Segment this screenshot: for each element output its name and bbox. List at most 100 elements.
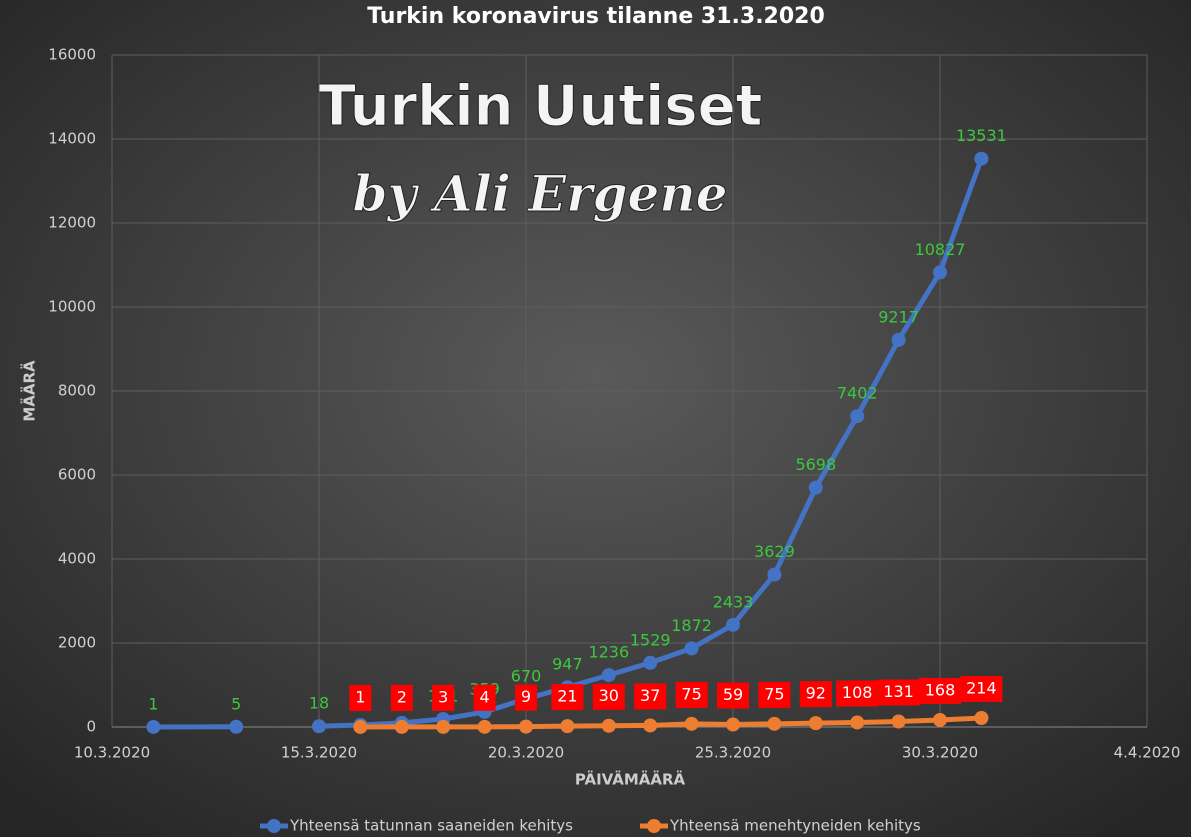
y-tick-label: 2000 [58,634,96,652]
data-point [891,332,906,347]
data-label-box [390,684,413,711]
x-tick-label: 15.3.2020 [281,744,357,762]
data-point [353,719,368,734]
data-label: 1 [148,694,158,713]
legend-swatch [647,819,661,833]
data-point [601,718,616,733]
data-label-box [592,683,625,710]
data-label: 9 [521,687,531,706]
data-point [684,641,699,656]
y-tick-label: 0 [86,718,96,736]
data-label-box [432,684,455,711]
data-label: 1529 [630,630,671,649]
y-tick-label: 4000 [58,550,96,568]
legend-swatch [267,819,281,833]
legend-label: Yhteensä tatunnan saaneiden kehitys [289,817,573,835]
data-label: 168 [925,680,956,699]
watermark: Turkin Uutiset [318,74,763,139]
data-point [477,719,492,734]
data-label-box [919,677,961,704]
data-point [974,151,989,166]
data-point [726,617,740,632]
data-label-box [836,680,879,707]
data-label: 1236 [588,643,629,662]
data-label: 37 [640,686,660,705]
data-label-box [960,676,1003,703]
data-point [436,719,451,734]
data-label: 75 [681,684,701,703]
data-label-box [877,679,920,706]
data-label: 2 [397,687,407,706]
series-line [360,715,982,730]
data-label: 7402 [837,384,878,403]
data-point [850,715,865,730]
data-point [146,719,161,734]
x-tick-label: 25.3.2020 [695,744,771,762]
y-tick-label: 6000 [58,466,96,484]
data-label: 13531 [956,126,1007,145]
x-tick-label: 30.3.2020 [902,744,978,762]
data-point [808,716,823,731]
data-label: 2433 [713,592,754,611]
data-label-box [634,683,667,710]
data-label: 5698 [795,455,836,474]
data-point [808,480,823,495]
data-point [519,719,533,734]
data-point [974,711,989,726]
x-tick-label: 20.3.2020 [488,744,564,762]
data-point [643,718,658,733]
data-label: 3629 [754,542,795,561]
legend-label: Yhteensä menehtyneiden kehitys [669,817,921,835]
data-point [394,719,409,734]
x-tick-label: 10.3.2020 [74,744,150,762]
data-point [767,716,782,731]
y-tick-label: 14000 [48,130,96,148]
data-label: 1 [355,687,365,706]
data-label: 18 [309,694,329,713]
y-tick-label: 10000 [48,298,96,316]
y-tick-label: 12000 [48,214,96,232]
data-label: 214 [966,679,997,698]
data-label: 5 [231,694,241,713]
x-tick-label: 4.4.2020 [1114,744,1181,762]
data-point [767,567,782,582]
data-label: 30 [599,686,619,705]
y-tick-label: 16000 [48,46,96,64]
data-label-box [799,681,832,708]
data-point [850,409,865,424]
data-point [891,714,906,729]
data-label: 4 [480,687,490,706]
data-label: 670 [511,666,542,685]
data-label: 75 [764,684,784,703]
data-label: 3 [438,687,448,706]
y-axis-title: MÄÄRÄ [20,360,39,422]
data-label-box [758,681,791,708]
data-label-box [349,684,372,711]
chart-title: Turkin koronavirus tilanne 31.3.2020 [367,4,825,29]
data-point [229,719,244,734]
data-point [560,719,575,734]
data-label: 21 [557,687,577,706]
data-point [312,719,326,734]
data-point [643,655,658,670]
data-label-box [551,684,584,711]
data-point [601,668,616,683]
y-tick-label: 8000 [58,382,96,400]
data-point [933,265,947,280]
data-label: 10827 [915,240,966,259]
data-label-box [515,684,537,711]
data-label-box [473,684,496,711]
data-label-box [675,681,708,708]
data-point [684,716,699,731]
data-label: 9217 [878,307,919,326]
data-label: 1872 [671,616,712,635]
data-point [726,717,740,732]
watermark: by Ali Ergene [353,164,728,223]
data-label: 92 [806,684,826,703]
data-label: 131 [883,682,914,701]
data-label: 108 [842,683,873,702]
x-axis-title: PÄIVÄMÄÄRÄ [575,770,686,789]
data-label: 947 [552,655,583,674]
